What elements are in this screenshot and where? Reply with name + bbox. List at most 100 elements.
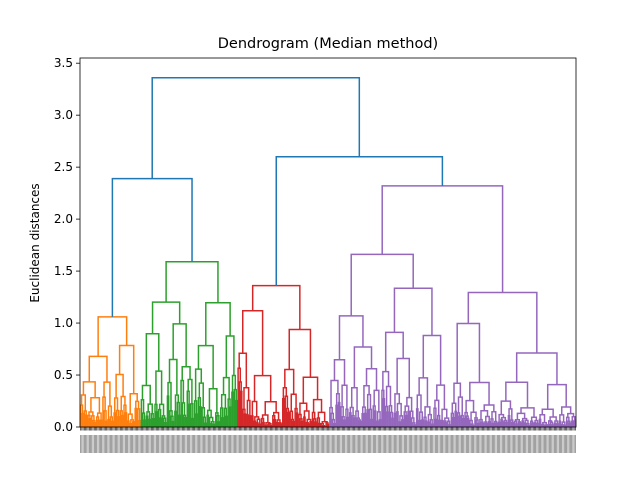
dendrogram-link	[306, 423, 310, 427]
dendrogram-link	[221, 417, 224, 427]
dendrogram-link	[386, 411, 389, 427]
dendrogram-link	[84, 414, 88, 427]
dendrogram-link	[415, 408, 419, 427]
dendrogram-link	[515, 423, 518, 427]
y-axis-label: Euclidean distances	[28, 183, 42, 302]
dendrogram-link	[255, 422, 259, 427]
dendrogram-link	[418, 419, 422, 427]
dendrogram-link	[104, 420, 108, 427]
dendrogram-link	[250, 415, 254, 427]
dendrogram-link	[93, 421, 97, 427]
dendrogram-link	[568, 422, 572, 427]
dendrogram-link	[533, 422, 537, 427]
dendrogram-link	[300, 420, 304, 427]
dendrogram-link	[184, 416, 187, 427]
dendrogram-link	[113, 412, 117, 427]
dendrogram-link	[458, 415, 461, 427]
dendrogram-link	[281, 398, 285, 427]
dendrogram-link	[206, 414, 210, 427]
dendrogram-link	[187, 403, 191, 427]
dendrogram-link	[231, 391, 234, 427]
dendrogram-link	[434, 418, 438, 427]
y-tick-label: 1.5	[54, 264, 73, 278]
dendrogram-link	[444, 421, 448, 427]
dendrogram-link	[151, 77, 361, 179]
dendrogram-link	[243, 413, 247, 427]
dendrogram-link	[166, 395, 170, 427]
dendrogram-link	[451, 416, 455, 427]
dendrogram-link	[203, 422, 207, 427]
dendrogram-link	[117, 415, 120, 427]
dendrogram-link	[131, 421, 135, 427]
dendrogram-link	[382, 397, 386, 427]
dendrogram-link	[573, 419, 577, 427]
dendrogram-link	[487, 421, 491, 427]
dendrogram-link	[126, 420, 130, 427]
dendrogram-link	[195, 413, 198, 427]
dendrogram-link	[262, 421, 265, 427]
dendrogram-links	[79, 77, 577, 428]
dendrogram-link	[198, 405, 202, 427]
dendrogram-link	[210, 422, 213, 427]
dendrogram-link	[253, 420, 257, 427]
dendrogram-link	[366, 409, 370, 427]
dendrogram-link	[159, 417, 162, 427]
y-tick-label: 2.5	[54, 160, 73, 174]
dendrogram-link	[420, 419, 424, 427]
dendrogram-link	[155, 411, 159, 427]
dendrogram-link	[398, 421, 402, 427]
dendrogram-link	[148, 418, 151, 427]
dendrogram-link	[337, 401, 341, 427]
dendrogram-link	[248, 415, 252, 427]
dendrogram-link	[295, 412, 299, 427]
dendrogram-link	[396, 411, 399, 427]
dendrogram-link	[505, 421, 508, 427]
plot-frame	[79, 57, 577, 428]
dendrogram-link	[332, 422, 336, 427]
dendrogram-link	[97, 419, 100, 427]
dendrogram-link	[511, 422, 515, 427]
dendrogram-link	[145, 415, 149, 427]
dendrogram-link	[521, 420, 525, 427]
dendrogram-link	[454, 410, 458, 427]
dendrogram-link	[378, 419, 382, 427]
dendrogram-link	[485, 422, 489, 427]
dendrogram-link	[481, 422, 485, 427]
dendrogram-link	[120, 414, 124, 427]
dendrogram-link	[531, 422, 534, 427]
dendrogram-link	[275, 421, 279, 427]
dendrogram-link	[361, 412, 365, 427]
dendrogram-link	[228, 406, 232, 427]
dendrogram-link	[495, 422, 499, 427]
dendrogram-link	[497, 421, 501, 427]
dendrogram-link	[151, 417, 155, 427]
dendrogram-link	[134, 407, 138, 427]
dendrogram-link	[164, 421, 167, 427]
dendrogram-link	[370, 418, 373, 427]
dendrogram-link	[500, 418, 503, 427]
dendrogram-link	[536, 422, 539, 427]
dendrogram-link	[246, 413, 249, 427]
dendrogram-link	[352, 417, 356, 427]
y-tick-label: 2.0	[54, 212, 73, 226]
dendrogram-link	[553, 422, 557, 427]
y-tick-label: 0.0	[54, 420, 73, 434]
dendrogram-link	[502, 421, 506, 427]
dendrogram-link	[174, 410, 177, 427]
chart-title: Dendrogram (Median method)	[218, 36, 438, 52]
dendrogram-link	[110, 420, 114, 427]
y-axis: 0.0 0.5 1.0 1.5 2.0 2.5 3.0 3.5	[54, 56, 80, 434]
dendrogram-link	[88, 418, 92, 427]
dendrogram-link	[335, 404, 339, 427]
dendrogram-link	[430, 423, 434, 427]
dendrogram-link	[538, 418, 542, 427]
y-tick-label: 1.0	[54, 316, 73, 330]
dendrogram-link	[171, 420, 175, 427]
dendrogram-link	[570, 420, 574, 427]
dendrogram-link	[358, 420, 362, 427]
dendrogram-link	[427, 421, 430, 427]
dendrogram-link	[129, 422, 133, 427]
y-tick-label: 3.0	[54, 108, 73, 122]
